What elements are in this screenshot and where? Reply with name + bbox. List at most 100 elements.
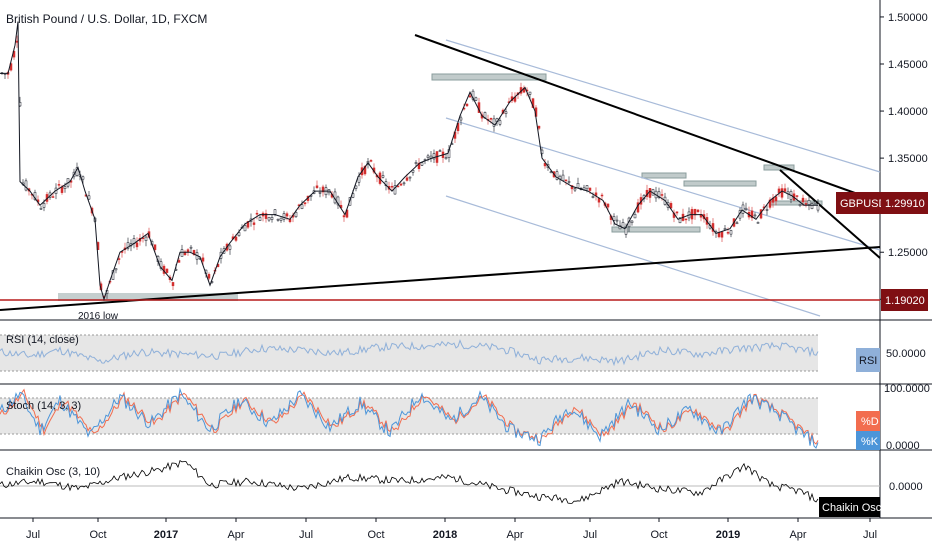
candle-body [660, 194, 664, 196]
candle-body [276, 218, 280, 221]
price-axis-label: 1.40000 [888, 106, 928, 118]
candle-body [726, 232, 730, 234]
candle-body [573, 188, 577, 191]
candle-body [735, 222, 739, 225]
candle-body [753, 214, 757, 217]
downtrend-line[interactable] [414, 34, 881, 203]
candle-body [402, 182, 406, 185]
channel-line-upper[interactable] [445, 39, 881, 173]
candle-body [588, 187, 592, 191]
candle-body [171, 282, 175, 287]
candle-body [564, 179, 568, 182]
candle-body [606, 203, 610, 208]
pane-separators [0, 0, 932, 519]
candle-body [783, 188, 787, 192]
stoch-k-tag: %K [861, 436, 879, 448]
candle-body [504, 111, 508, 114]
rsi-pane: RSI (14, close) 50.0000 RSI [0, 334, 926, 372]
support-zone-2016[interactable] [58, 293, 238, 301]
candle-body [567, 181, 571, 183]
candle-body [807, 200, 811, 205]
candle-body [396, 185, 400, 188]
candle-body [465, 103, 469, 107]
candle-body [363, 165, 367, 175]
candle-body [390, 186, 394, 188]
stoch-axis-bottom: 0.0000 [886, 440, 920, 452]
rsi-tag: RSI [859, 355, 877, 367]
candle-body [696, 209, 700, 212]
channel-line-mid[interactable] [445, 117, 881, 251]
candle-body [264, 213, 268, 219]
chaikin-line[interactable] [0, 459, 819, 504]
candle-body [633, 213, 637, 219]
candle-body [258, 217, 262, 221]
price-axis-label: 1.45000 [888, 59, 928, 71]
candle-body [444, 157, 448, 160]
price-tag-low-value: 1.19020 [885, 295, 925, 307]
candle-body [114, 268, 118, 271]
candle-body [63, 186, 67, 189]
candle-body [468, 95, 472, 98]
candle-body [303, 202, 307, 205]
candle-body [321, 186, 325, 193]
resistance-zone-dec[interactable] [683, 180, 757, 187]
candle-body [438, 150, 442, 152]
candle-body [810, 203, 814, 209]
price-tag-low[interactable]: 1.19020 [881, 289, 928, 311]
candle-body [144, 236, 148, 241]
candle-body [723, 228, 727, 230]
support-zone-aug[interactable] [611, 226, 701, 233]
candle-body [315, 185, 319, 188]
time-axis: Jul Oct 2017 Apr Jul Oct 2018 Apr Jul Oct 2019 Apr J… [26, 518, 877, 541]
chaikin-title: Chaikin Osc (3, 10) [6, 466, 100, 478]
candle-body [180, 249, 184, 257]
candle-body [165, 268, 169, 273]
candle-body [318, 192, 322, 194]
wedge-lower-line[interactable] [779, 169, 881, 259]
candle-body [528, 91, 532, 95]
candle-body [51, 196, 55, 198]
candle-body [801, 197, 805, 203]
candle-body [813, 201, 817, 204]
stoch-d-line[interactable] [0, 388, 819, 445]
candle-body [39, 208, 43, 210]
candle-body [126, 242, 130, 249]
candle-body [42, 203, 46, 208]
candle-body [207, 274, 211, 279]
candle-body [459, 117, 463, 121]
stoch-k-line[interactable] [0, 387, 819, 449]
price-series-line[interactable] [0, 21, 818, 302]
candle-body [243, 225, 247, 232]
candle-body [117, 258, 121, 260]
candle-body [612, 216, 616, 221]
candle-body [615, 219, 619, 222]
resistance-zone-2018-top[interactable] [431, 73, 547, 81]
time-axis-label: Jul [863, 529, 877, 541]
rsi-title: RSI (14, close) [6, 334, 79, 346]
candle-body [342, 215, 346, 218]
candle-body [729, 230, 733, 235]
candle-body [393, 185, 397, 195]
channel-line-lower[interactable] [445, 195, 821, 317]
candle-body [405, 177, 409, 181]
candle-body [177, 260, 181, 263]
price-candles [0, 35, 820, 301]
chaikin-tag: Chaikin Osc [822, 502, 882, 514]
candle-body [600, 194, 604, 197]
candle-body [744, 207, 748, 210]
candle-body [135, 242, 139, 248]
time-axis-label: Jul [583, 529, 597, 541]
rsi-line[interactable] [0, 339, 819, 367]
candle-body [804, 203, 808, 205]
candle-body [399, 183, 403, 186]
stoch-axis-top: 100.0000 [884, 383, 930, 395]
candle-body [285, 213, 289, 217]
candle-body [474, 97, 478, 101]
price-tag-gbpusd[interactable]: GBPUSD 1.29910 [836, 192, 928, 214]
resistance-zone-oct[interactable] [641, 172, 687, 179]
price-axis-label: 1.50000 [888, 12, 928, 24]
candle-body [684, 218, 688, 221]
candle-body [270, 217, 274, 220]
price-tag-current-value: 1.29910 [885, 198, 925, 210]
